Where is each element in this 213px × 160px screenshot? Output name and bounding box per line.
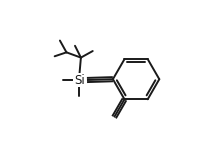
Text: Si: Si — [74, 73, 85, 87]
